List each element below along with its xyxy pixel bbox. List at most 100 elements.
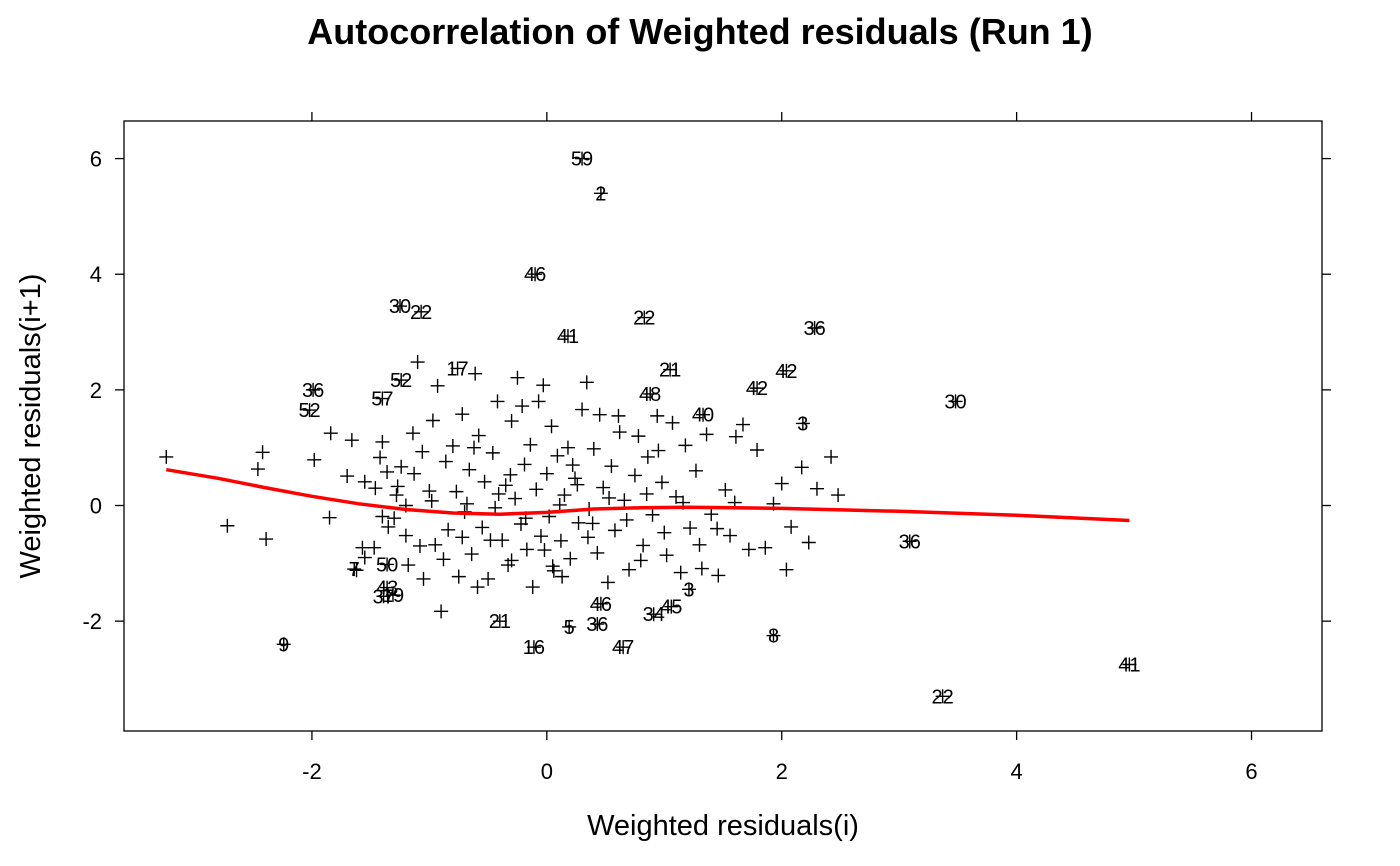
scatter-point — [220, 518, 235, 533]
scatter-point — [355, 540, 370, 555]
scatter-point — [704, 507, 719, 522]
scatter-point — [537, 543, 552, 558]
point-id-label: 9 — [278, 634, 289, 656]
scatter-point — [948, 394, 963, 409]
scatter-point — [612, 425, 627, 440]
scatter-point — [654, 475, 669, 490]
scatter-point — [735, 417, 750, 432]
scatter-point — [459, 496, 474, 511]
scatter-point — [470, 580, 485, 595]
scatter-point — [681, 582, 696, 597]
point-id-label: 17 — [446, 358, 468, 380]
scatter-point — [633, 553, 648, 568]
scatter-point — [544, 419, 559, 434]
scatter-point — [794, 460, 809, 475]
scatter-point — [451, 569, 466, 584]
scatter-point — [357, 550, 372, 565]
scatter-point — [380, 580, 395, 595]
scatter-point — [398, 528, 413, 543]
scatter-point — [539, 466, 554, 481]
scatter-point — [741, 542, 756, 557]
scatter-point — [592, 407, 607, 422]
scatter-point — [159, 449, 174, 464]
scatter-point — [563, 551, 578, 566]
point-id-label: 36 — [899, 531, 921, 553]
scatter-point — [590, 617, 605, 632]
scatter-point — [450, 361, 465, 376]
plot-frame — [123, 120, 1323, 732]
scatter-point — [412, 538, 427, 553]
scatter-point — [255, 445, 270, 460]
scatter-point — [375, 391, 390, 406]
scatter-point — [390, 479, 405, 494]
scatter-point — [750, 442, 765, 457]
point-id-label: 40 — [692, 405, 714, 427]
scatter-point — [430, 378, 445, 393]
scatter-point — [570, 477, 585, 492]
scatter-point — [673, 565, 688, 580]
scatter-point — [692, 537, 707, 552]
scatter-point — [710, 521, 725, 536]
scatter-point — [664, 599, 679, 614]
scatter-point — [669, 489, 684, 504]
scatter-point — [434, 604, 449, 619]
scatter-point — [616, 640, 631, 655]
scatter-point — [529, 482, 544, 497]
point-id-label: 41 — [557, 326, 579, 348]
scatter-point — [590, 545, 605, 560]
scatter-point — [651, 443, 666, 458]
point-id-label: 3 — [683, 579, 694, 601]
y-tick-label: 2 — [90, 378, 102, 403]
scatter-point — [646, 607, 661, 622]
scatter-point — [711, 568, 726, 583]
scatter-point — [617, 493, 632, 508]
point-id-label: 34 — [643, 604, 665, 626]
scatter-point — [694, 561, 709, 576]
scatter-point — [485, 445, 500, 460]
scatter-point — [779, 363, 794, 378]
point-id-label: 22 — [410, 302, 432, 324]
scatter-point — [545, 559, 560, 574]
scatter-point — [455, 407, 470, 422]
scatter-point — [410, 355, 425, 370]
scatter-point — [306, 382, 321, 397]
scatter-point — [428, 537, 443, 552]
point-id-label: 42 — [746, 378, 768, 400]
point-id-label: 30 — [389, 296, 411, 318]
scatter-point — [491, 486, 506, 501]
scatter-point — [394, 373, 409, 388]
scatter-point — [586, 441, 601, 456]
scatter-point — [517, 457, 532, 472]
scatter-point — [340, 469, 355, 484]
scatter-point — [801, 535, 816, 550]
scatter-point — [471, 428, 486, 443]
scatter-point — [678, 438, 693, 453]
scatter-point — [663, 362, 678, 377]
scatter-point — [533, 529, 548, 544]
scatter-point — [575, 151, 590, 166]
scatter-point — [1122, 657, 1137, 672]
point-id-label: 21 — [489, 611, 511, 633]
scatter-point — [373, 450, 388, 465]
y-tick-label: 4 — [90, 262, 102, 287]
scatter-point — [562, 619, 577, 634]
scatter-point — [579, 375, 594, 390]
x-tick-label: 2 — [776, 759, 788, 784]
scatter-point — [636, 538, 651, 553]
scatter-point — [604, 459, 619, 474]
scatter-point — [602, 490, 617, 505]
scatter-point — [639, 486, 654, 501]
point-id-label: 59 — [571, 149, 593, 171]
point-id-label: 57 — [371, 389, 393, 411]
point-id-label: 36 — [302, 380, 324, 402]
scatter-point — [389, 488, 404, 503]
scatter-point — [622, 562, 637, 577]
scatter-point — [492, 614, 507, 629]
scatter-point — [683, 521, 698, 536]
scatter-point — [526, 640, 541, 655]
scatter-point — [807, 320, 822, 335]
scatter-point — [643, 386, 658, 401]
point-id-label: 36 — [586, 614, 608, 636]
scatter-point — [795, 416, 810, 431]
